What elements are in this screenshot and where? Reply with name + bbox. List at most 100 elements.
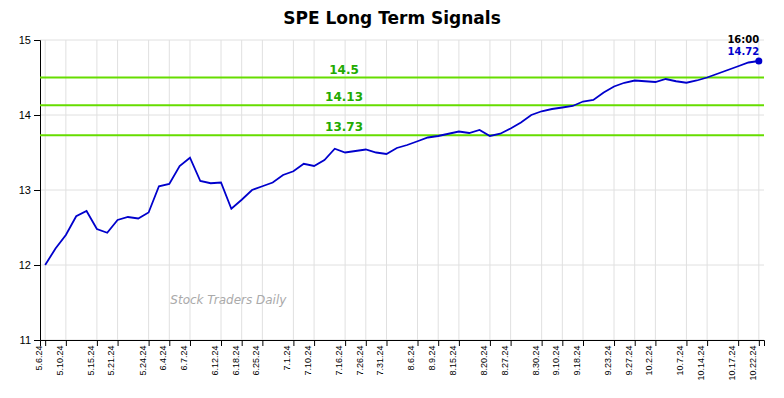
grid-line: [148, 40, 149, 340]
tick-label: 6.4.24: [158, 345, 168, 370]
grid-line: [117, 40, 118, 340]
tick-label: 8.15.24: [448, 345, 458, 375]
tick-label: 14: [19, 109, 31, 121]
tick: 13: [19, 184, 40, 196]
grid-line: [707, 40, 708, 340]
marks: [40, 58, 764, 266]
tick-label: 6.25.24: [251, 345, 261, 375]
title: SPE Long Term Signals: [283, 8, 501, 28]
watermark: Stock Traders Daily: [170, 293, 287, 307]
tick-label: 8.9.24: [427, 345, 437, 370]
tick-label: 9.23.24: [603, 345, 613, 375]
tick-mark: [438, 340, 439, 346]
tick-label: 6.7.24: [179, 345, 189, 370]
tick: 5.15.24: [86, 340, 98, 375]
tick: 8.6.24: [406, 340, 418, 370]
tick-mark: [635, 340, 636, 346]
tick: 7.26.24: [355, 340, 367, 375]
tick: 10.7.24: [675, 340, 687, 375]
tick-label: 10.17.24: [727, 345, 737, 380]
tick: 8.20.24: [479, 340, 491, 375]
tick-label: 12: [19, 259, 31, 271]
tick-mark: [34, 265, 40, 266]
tick-label: 6.18.24: [231, 345, 241, 375]
line: [45, 61, 759, 265]
grid-line: [314, 40, 315, 340]
grid-line: [417, 40, 418, 340]
grid-line: [541, 40, 542, 340]
reference-line: [40, 104, 764, 106]
tick: 6.12.24: [210, 340, 222, 375]
tick-mark: [542, 340, 543, 346]
tick: 6.25.24: [251, 340, 263, 375]
tick: 6.4.24: [158, 340, 170, 370]
x-axis: 5.6.245.10.245.15.245.21.245.24.246.4.24…: [34, 340, 764, 380]
tick-mark: [738, 340, 739, 346]
reference-label: 14.13: [325, 90, 363, 104]
tick-mark: [511, 340, 512, 346]
tick: 7.31.24: [375, 340, 387, 375]
tick-mark: [221, 340, 222, 346]
tick: 5.21.24: [106, 340, 118, 375]
grid-line: [583, 40, 584, 340]
tick-label: 9.10.24: [551, 345, 561, 375]
tick-label: 5.24.24: [138, 345, 148, 375]
grid-line: [293, 40, 294, 340]
tick-label: 5.6.24: [34, 345, 44, 370]
tick-label: 8.6.24: [406, 345, 416, 370]
tick-mark: [418, 340, 419, 346]
grid-line: [489, 40, 490, 340]
tick-mark: [490, 340, 491, 346]
grid-line: [686, 40, 687, 340]
tick-mark: [66, 340, 67, 346]
tick-label: 11: [20, 334, 31, 346]
tick-label: 8.27.24: [500, 345, 510, 375]
tick-mark: [314, 340, 315, 346]
tick-mark: [34, 190, 40, 191]
tick: 14: [19, 109, 40, 121]
grid-line: [758, 40, 759, 340]
tick: 11: [20, 334, 40, 346]
axis-line: [34, 41, 41, 341]
tick-mark: [459, 340, 460, 346]
tick-mark: [97, 340, 98, 346]
tick-mark: [366, 340, 367, 346]
tick: 10.22.24: [748, 340, 760, 380]
tick-mark: [169, 340, 170, 346]
tick-label: 9.27.24: [624, 345, 634, 375]
tick: 9.18.24: [572, 340, 584, 375]
tick: 8.27.24: [500, 340, 512, 375]
tick: 10.2.24: [644, 340, 656, 375]
tick-label: 15: [19, 34, 31, 46]
axis-line: [41, 341, 765, 347]
tick: 12: [19, 259, 40, 271]
annotation: 16:00: [727, 34, 759, 45]
grid-line: [458, 40, 459, 340]
tick-mark: [707, 340, 708, 346]
tick: 15: [19, 34, 40, 46]
grid-line: [510, 40, 511, 340]
tick-mark: [34, 115, 40, 116]
grid-line: [345, 40, 346, 340]
tick-label: 7.16.24: [334, 345, 344, 375]
tick-mark: [293, 340, 294, 346]
reference-line: [40, 77, 764, 79]
tick: 7.16.24: [334, 340, 346, 375]
tick: 6.7.24: [179, 340, 191, 370]
tick-mark: [386, 340, 387, 346]
chart: SPE Long Term Signals 11 12 13 14 15 5.6.24 5.1…: [0, 0, 784, 398]
tick-mark: [583, 340, 584, 346]
tick: 7.1.24: [282, 340, 294, 370]
tick-label: 9.18.24: [572, 345, 582, 375]
grid-line: [614, 40, 615, 340]
reference-line: [40, 134, 764, 136]
tick: 9.10.24: [551, 340, 563, 375]
tick: 10.17.24: [727, 340, 739, 380]
grid-line: [655, 40, 656, 340]
reference-label: 13.73: [325, 120, 363, 134]
tick-label: 13: [19, 184, 31, 196]
tick-label: 6.12.24: [210, 345, 220, 375]
tick-label: 8.20.24: [479, 345, 489, 375]
grid-line: [738, 40, 739, 340]
plot: 11121314155.6.245.10.245.15.245.21.245.2…: [19, 34, 765, 380]
